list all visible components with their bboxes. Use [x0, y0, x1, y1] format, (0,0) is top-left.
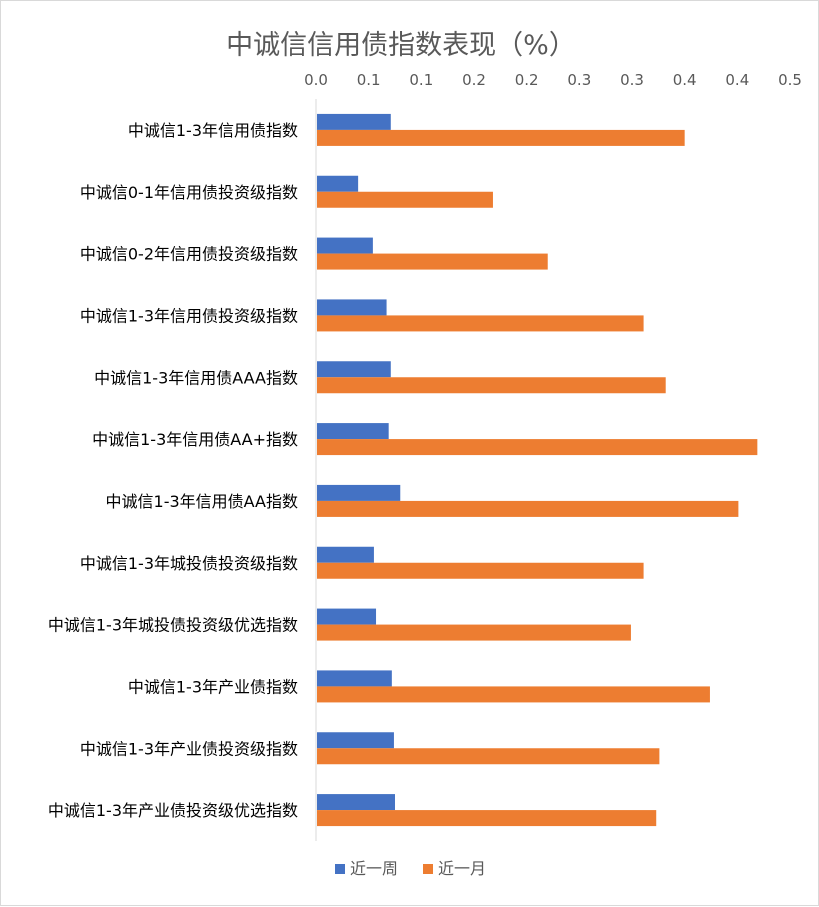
category-label: 中诚信1-3年产业债投资级优选指数 [48, 801, 298, 820]
bar-month [317, 562, 644, 579]
bar-month [317, 500, 739, 517]
bar-week [317, 361, 391, 378]
bar-month [317, 439, 758, 456]
bar-month [317, 315, 644, 332]
category-label: 中诚信0-1年信用债投资级指数 [80, 183, 298, 202]
bar-week [317, 608, 377, 625]
category-label: 中诚信1-3年产业债投资级指数 [80, 739, 298, 758]
bar-month [317, 377, 666, 394]
x-tick-label: 0.2 [515, 71, 539, 89]
x-tick-label: 0.3 [620, 71, 644, 89]
x-tick-label: 0.1 [409, 71, 433, 89]
x-tick-label: 0.1 [357, 71, 381, 89]
x-tick-label: 0.0 [304, 71, 328, 89]
legend-swatch [423, 864, 433, 874]
category-label: 中诚信1-3年信用债指数 [128, 121, 298, 140]
bar-week [317, 546, 374, 563]
bar-week [317, 670, 392, 687]
bar-week [317, 732, 394, 749]
bar-month [317, 624, 631, 641]
x-tick-label: 0.2 [462, 71, 486, 89]
legend: 近一周 近一月 [335, 859, 486, 878]
x-tick-label: 0.4 [725, 71, 749, 89]
bar-week [317, 113, 391, 130]
legend-label: 近一月 [438, 859, 486, 878]
bar-week [317, 175, 359, 192]
bar-month [317, 810, 657, 827]
bar-week [317, 794, 395, 811]
legend-label: 近一周 [350, 859, 398, 878]
category-label: 中诚信1-3年信用债AAA指数 [94, 368, 298, 387]
category-label: 中诚信1-3年产业债指数 [128, 677, 298, 696]
bar-month [317, 191, 493, 208]
bars [317, 113, 758, 827]
bar-month [317, 253, 548, 270]
bar-week [317, 299, 387, 316]
bar-month [317, 686, 710, 703]
bar-week [317, 484, 401, 501]
bar-month [317, 748, 660, 765]
category-labels: 中诚信1-3年信用债指数中诚信0-1年信用债投资级指数中诚信0-2年信用债投资级… [48, 121, 298, 820]
category-label: 中诚信1-3年城投债投资级优选指数 [48, 616, 298, 635]
category-label: 中诚信1-3年信用债AA指数 [106, 492, 298, 511]
bar-week [317, 423, 389, 440]
category-label: 中诚信1-3年城投债投资级指数 [80, 554, 298, 573]
bar-week [317, 237, 373, 254]
x-tick-label: 0.4 [673, 71, 697, 89]
chart-title: 中诚信信用债指数表现（%） [226, 30, 576, 61]
category-label: 中诚信0-2年信用债投资级指数 [80, 245, 298, 264]
legend-swatch [335, 864, 345, 874]
x-tick-label: 0.5 [778, 71, 802, 89]
x-tick-label: 0.3 [567, 71, 591, 89]
category-label: 中诚信1-3年信用债投资级指数 [80, 306, 298, 325]
bar-month [317, 129, 685, 146]
category-label: 中诚信1-3年信用债AA+指数 [92, 430, 298, 449]
x-axis-ticks: 0.0 0.1 0.1 0.2 0.2 0.3 0.3 0.4 0.4 0.5 [304, 71, 802, 89]
